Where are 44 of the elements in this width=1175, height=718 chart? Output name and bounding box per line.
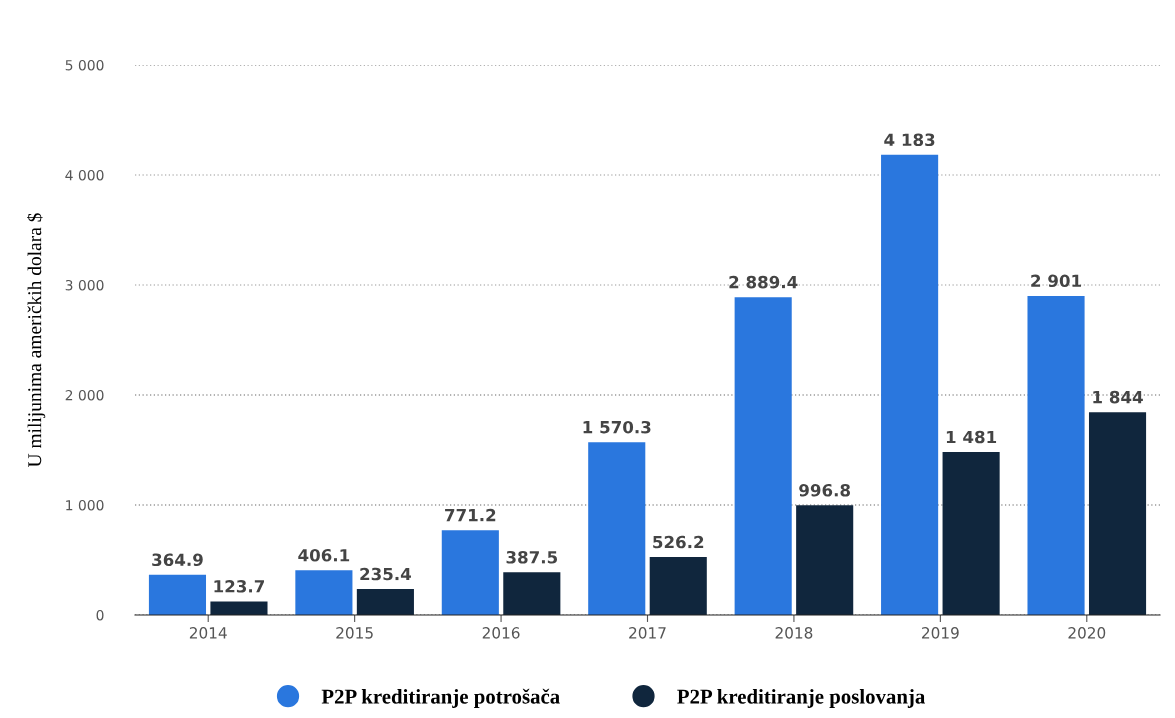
- bar: [1088, 412, 1147, 615]
- bar: [210, 601, 268, 615]
- bar: [503, 572, 561, 615]
- data-label: 1 844: [1093, 390, 1143, 404]
- bar: [881, 154, 939, 615]
- x-tick-label: 2016: [482, 627, 520, 639]
- data-label: 1 570.3: [583, 420, 651, 434]
- legend-label: P2P kreditiranje poslovanja: [677, 688, 925, 708]
- y-tick-label: 1 000: [66, 499, 104, 511]
- bar: [356, 589, 414, 615]
- bar: [148, 574, 207, 615]
- x-tick-label: 2015: [336, 627, 373, 639]
- bar: [1027, 295, 1085, 615]
- data-label: 526.2: [653, 535, 704, 549]
- bar: [796, 505, 854, 615]
- data-label: 235.4: [360, 567, 411, 581]
- legend-label: P2P kreditiranje potrošača: [321, 688, 560, 708]
- bar: [942, 452, 1000, 615]
- data-label: 406.1: [298, 548, 350, 562]
- data-label: 123.7: [214, 580, 264, 593]
- bar: [588, 442, 646, 615]
- bar: [649, 557, 707, 615]
- data-label: 2 889.4: [729, 275, 798, 289]
- y-tick-label: 0: [96, 609, 104, 621]
- y-tick-label: 3 000: [65, 279, 104, 291]
- y-tick-label: 4 000: [65, 169, 104, 181]
- x-tick-label: 2019: [922, 627, 959, 639]
- x-tick-label: 2014: [189, 627, 227, 639]
- y-tick-label: 5 000: [65, 59, 104, 71]
- data-label: 996.8: [799, 483, 850, 497]
- data-label: 1 481: [946, 430, 997, 444]
- data-label: 4 183: [884, 133, 935, 147]
- x-tick-label: 2018: [775, 627, 813, 639]
- bar: [295, 570, 353, 615]
- bar: [441, 530, 499, 615]
- x-tick-label: 2020: [1068, 627, 1106, 639]
- data-label: 387.5: [506, 550, 558, 564]
- bar: [734, 297, 792, 615]
- y-axis-title: U milijunima američkih dolara $: [27, 213, 46, 468]
- x-tick-label: 2017: [629, 627, 666, 639]
- data-label: 771.2: [445, 508, 496, 522]
- data-label: 364.9: [152, 553, 203, 567]
- data-label: 2 901: [1031, 274, 1081, 288]
- y-tick-label: 2 000: [65, 389, 104, 401]
